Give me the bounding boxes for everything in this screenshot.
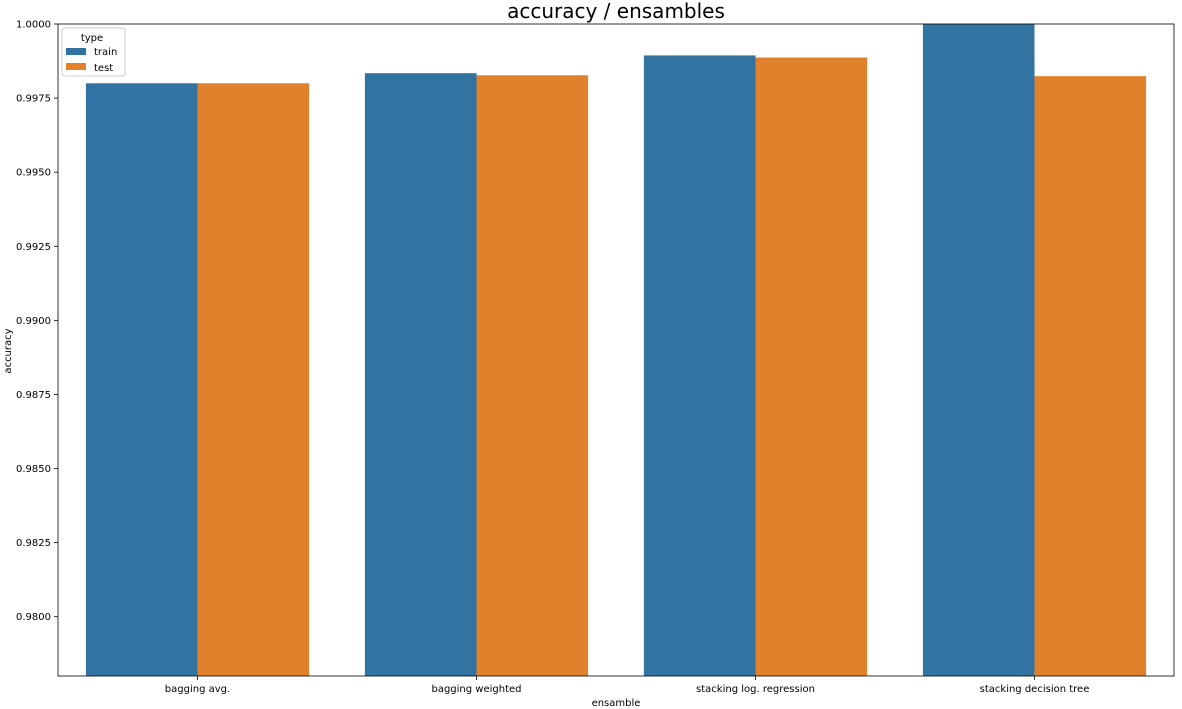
- x-tick-label: stacking decision tree: [980, 684, 1090, 695]
- chart-title: accuracy / ensambles: [507, 0, 725, 23]
- y-tick-label: 1.0000: [16, 20, 51, 31]
- legend-label-test: test: [94, 63, 113, 74]
- legend-label-train: train: [94, 47, 117, 58]
- bar-test-stacking-decision-tree: [1034, 76, 1147, 676]
- bar-train-stacking-log-regression: [643, 55, 756, 676]
- legend: type train test: [61, 27, 126, 77]
- y-tick-label: 0.9975: [16, 94, 51, 105]
- x-axis-label: ensamble: [592, 698, 641, 709]
- x-tick-label: bagging avg.: [165, 684, 230, 695]
- y-tick-label: 0.9925: [16, 242, 51, 253]
- axes-frame: [57, 23, 1175, 677]
- bar-train-bagging-avg: [85, 83, 198, 677]
- y-tick-label: 0.9850: [16, 464, 51, 475]
- bar-train-stacking-decision-tree: [922, 24, 1035, 676]
- plot-area: bagging avg. bagging weighted stacking log…: [16, 20, 1175, 695]
- x-tick-label: bagging weighted: [431, 684, 521, 695]
- y-tick-label: 0.9875: [16, 390, 51, 401]
- y-axis-label: accuracy: [3, 328, 14, 373]
- y-tick-label: 0.9900: [16, 316, 51, 327]
- bar-train-bagging-weighted: [364, 73, 477, 677]
- legend-swatch-test: [66, 63, 86, 70]
- y-tick-label: 0.9800: [16, 612, 51, 623]
- x-tick-label: stacking log. regression: [696, 684, 815, 695]
- y-tick-label: 0.9950: [16, 168, 51, 179]
- bar-test-bagging-avg: [197, 83, 310, 677]
- legend-swatch-train: [66, 48, 86, 55]
- bar-test-bagging-weighted: [476, 75, 589, 676]
- legend-title: type: [81, 33, 103, 44]
- bar-test-stacking-log-regression: [755, 57, 868, 677]
- y-tick-label: 0.9825: [16, 538, 51, 549]
